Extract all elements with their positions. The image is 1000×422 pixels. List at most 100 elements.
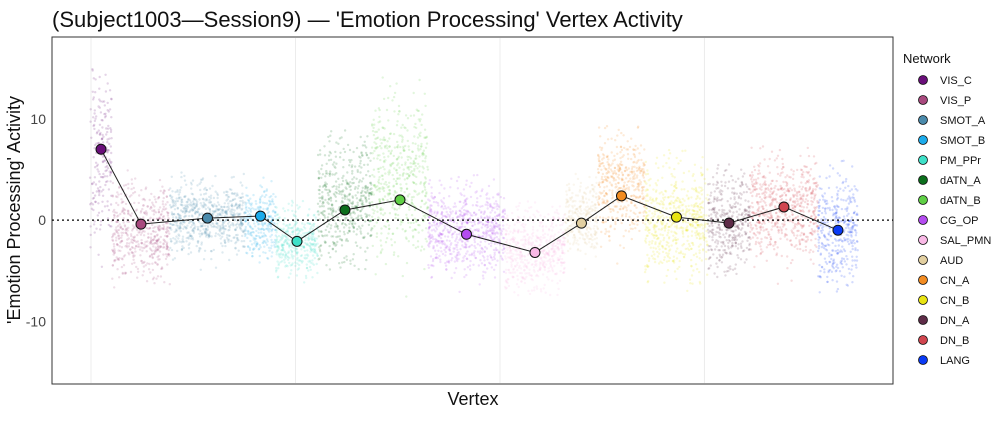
scatter-point [203,258,205,260]
scatter-point [619,157,621,159]
scatter-point [277,267,279,269]
scatter-point [99,76,101,78]
scatter-point [155,246,157,248]
scatter-point [556,240,558,242]
scatter-point [105,90,107,92]
scatter-point [320,177,322,179]
scatter-point [565,205,567,207]
scatter-point [560,264,562,266]
scatter-point [276,253,278,255]
scatter-point [171,249,173,251]
scatter-point [509,231,511,233]
scatter-point [360,152,362,154]
scatter-point [484,271,486,273]
scatter-point [147,237,149,239]
scatter-point [501,216,503,218]
scatter-point [441,205,443,207]
scatter-point [471,221,473,223]
scatter-point [188,215,190,217]
scatter-point [261,195,263,197]
scatter-point [502,259,504,261]
scatter-point [94,91,96,93]
scatter-point [202,177,204,179]
scatter-point [435,256,437,258]
scatter-point [630,228,632,230]
scatter-point [183,247,185,249]
scatter-point [623,186,625,188]
scatter-point [532,214,534,216]
scatter-point [205,230,207,232]
scatter-point [276,245,278,247]
scatter-point [492,217,494,219]
scatter-point [344,196,346,198]
scatter-point [324,199,326,201]
scatter-point [364,196,366,198]
scatter-point [133,226,135,228]
scatter-point [595,192,597,194]
scatter-point [482,255,484,257]
scatter-point [175,235,177,237]
scatter-point [393,167,395,169]
scatter-point [611,151,613,153]
scatter-point [123,221,125,223]
scatter-point [92,197,94,199]
scatter-point [437,204,439,206]
scatter-point [364,144,366,146]
scatter-point [431,229,433,231]
scatter-point [180,176,182,178]
scatter-point [183,175,185,177]
scatter-point [142,274,144,276]
scatter-point [592,217,594,219]
scatter-point [108,149,110,151]
scatter-point [484,250,486,252]
scatter-point [620,205,622,207]
scatter-point [595,182,597,184]
scatter-point [367,232,369,234]
scatter-point [387,97,389,99]
scatter-point [373,176,375,178]
scatter-point [104,113,106,115]
scatter-point [146,250,148,252]
scatter-point [155,201,157,203]
scatter-point [556,211,558,213]
scatter-point [118,235,120,237]
scatter-point [329,151,331,153]
scatter-point [366,216,368,218]
scatter-point [438,255,440,257]
scatter-point [385,241,387,243]
scatter-point [262,228,264,230]
scatter-point [396,124,398,126]
scatter-point [531,264,533,266]
scatter-point [95,228,97,230]
scatter-point [464,226,466,228]
scatter-point [543,216,545,218]
scatter-point [548,240,550,242]
scatter-point [279,254,281,256]
scatter-point [416,193,418,195]
scatter-point [506,261,508,263]
scatter-point [343,233,345,235]
scatter-point [469,268,471,270]
scatter-point [230,240,232,242]
scatter-point [233,214,235,216]
scatter-point [582,200,584,202]
scatter-point [564,237,566,239]
scatter-point [621,171,623,173]
scatter-point [291,231,293,233]
scatter-point [490,205,492,207]
scatter-point [454,260,456,262]
scatter-point [99,186,101,188]
scatter-point [210,224,212,226]
scatter-point [506,246,508,248]
scatter-point [534,260,536,262]
scatter-point [443,208,445,210]
scatter-point [108,110,110,112]
scatter-point [404,145,406,147]
scatter-point [451,257,453,259]
scatter-point [448,195,450,197]
scatter-point [157,275,159,277]
scatter-point [393,178,395,180]
scatter-point [474,257,476,259]
scatter-point [382,152,384,154]
scatter-point [364,213,366,215]
